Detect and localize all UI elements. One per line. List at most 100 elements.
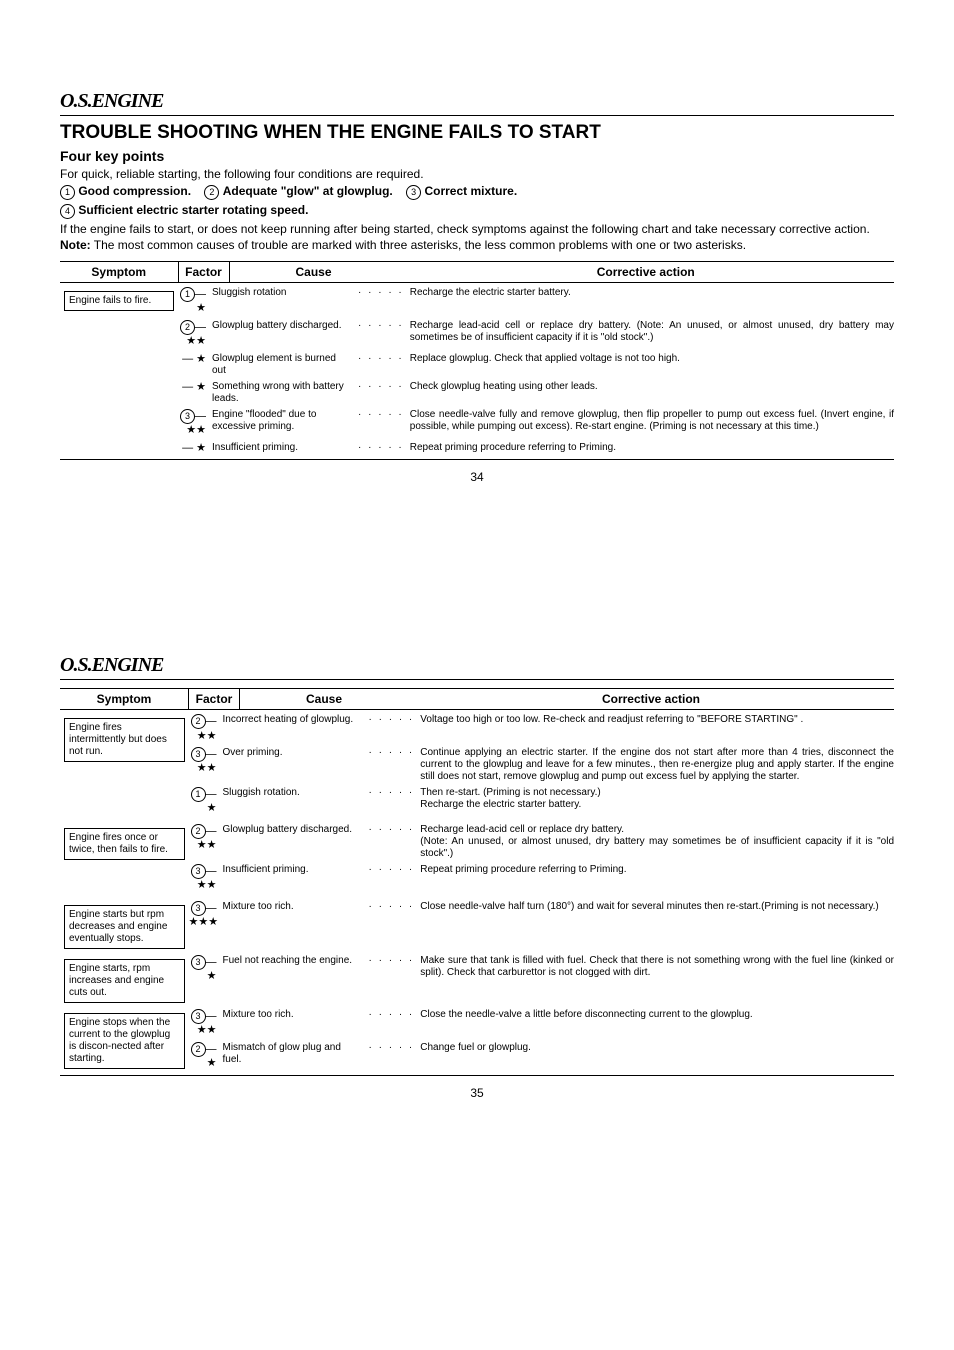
intro-line: For quick, reliable starting, the follow… — [60, 166, 894, 182]
dots: · · · · · — [369, 955, 415, 968]
trouble-row: 2— ★Mismatch of glow plug and fuel. · · ·… — [189, 1042, 895, 1071]
dots: · · · · · — [369, 714, 415, 727]
trouble-row: 2— ★★Incorrect heating of glowplug.· · ·… — [189, 714, 895, 743]
trouble-row: 1— ★ Sluggish rotation · · · · · Recharge t… — [178, 287, 894, 316]
cause-text: Over priming. — [223, 747, 363, 759]
factor-stars: 3— ★★ — [189, 1009, 217, 1038]
dots: · · · · · — [358, 287, 404, 300]
trouble-row: 3— ★★Engine "flooded" due to excessive p… — [178, 409, 894, 438]
dots: · · · · · — [369, 864, 415, 877]
key-points: 1 Good compression. 2 Adequate "glow" at… — [60, 182, 894, 220]
factor-stars: 3— ★★ — [189, 747, 217, 776]
dots: · · · · · — [358, 442, 404, 455]
trouble-row: 2— ★★ Glowplug battery discharged. · · · ·… — [189, 824, 895, 860]
trouble-row: 3— ★★ Over priming. · · · · · Continue appl… — [189, 747, 895, 783]
cause-text: Glowplug element is burned out — [212, 353, 352, 377]
trouble-row: 3— ★★Mixture too rich.· · · · ·Close the… — [189, 1009, 895, 1038]
trouble-table-35: Symptom Factor Cause Corrective action E… — [60, 688, 894, 1076]
factor-stars: — ★ — [178, 381, 206, 395]
cause-text: Insufficient priming. — [223, 864, 363, 876]
factor-stars: 1— ★ — [189, 787, 217, 816]
factor-stars: 2— ★★ — [189, 824, 217, 853]
th-cause: Cause — [240, 689, 409, 710]
dots: · · · · · — [358, 353, 404, 366]
cause-text: Fuel not reaching the engine. — [223, 955, 363, 967]
body-2: Note: The most common causes of trouble … — [60, 237, 894, 253]
action-text: Recharge lead-acid cell or replace dry b… — [420, 824, 894, 860]
logo: O.S.ENGINE — [60, 654, 894, 677]
dots: · · · · · — [358, 320, 404, 333]
cause-text: Mismatch of glow plug and fuel. — [223, 1042, 363, 1066]
action-text: Repeat priming procedure referring to Pr… — [410, 442, 894, 454]
trouble-row: 3— ★ Fuel not reaching the engine. · · · ·… — [189, 955, 895, 984]
th-action: Corrective action — [398, 261, 895, 282]
page-34: O.S.ENGINE TROUBLE SHOOTING WHEN THE ENG… — [0, 0, 954, 524]
page-title: TROUBLE SHOOTING WHEN THE ENGINE FAILS T… — [60, 122, 894, 144]
dots: · · · · · — [369, 747, 415, 760]
cause-text: Mixture too rich. — [223, 901, 363, 913]
dots: · · · · · — [369, 787, 415, 800]
factor-stars: 3— ★ — [189, 955, 217, 984]
action-text: Then re-start. (Priming is not necessary… — [420, 787, 894, 811]
factor-stars: 3— ★★ — [178, 409, 206, 438]
cause-text: Glowplug battery discharged. — [223, 824, 363, 836]
action-text: Change fuel or glowplug. — [420, 1042, 894, 1054]
cause-text: Incorrect heating of glowplug. — [223, 714, 363, 726]
logo: O.S.ENGINE — [60, 90, 894, 113]
dots: · · · · · — [358, 409, 404, 422]
action-text: Continue applying an electric starter. I… — [420, 747, 894, 783]
cause-text: Insufficient priming. — [212, 442, 352, 454]
symptom-box: Engine stops when the current to the glo… — [64, 1013, 185, 1069]
page-35: O.S.ENGINE Symptom Factor Cause Correcti… — [0, 614, 954, 1140]
symptom-box: Engine starts, rpm increases and engine … — [64, 959, 185, 1003]
page-number: 34 — [60, 470, 894, 484]
dots: · · · · · — [358, 381, 404, 394]
trouble-table-34: Symptom Factor Cause Corrective action E… — [60, 261, 894, 460]
action-text: Repeat priming procedure referring to Pr… — [420, 864, 894, 876]
cause-text: Sluggish rotation. — [223, 787, 363, 799]
factor-stars: 1— ★ — [178, 287, 206, 316]
dots: · · · · · — [369, 901, 415, 914]
action-text: Close the needle-valve a little before d… — [420, 1009, 894, 1021]
trouble-row: 3— ★★ Insufficient priming. · · · · · Repea… — [189, 864, 895, 893]
dots: · · · · · — [369, 1042, 415, 1055]
dots: · · · · · — [369, 824, 415, 837]
th-factor: Factor — [178, 261, 229, 282]
factor-stars: — ★ — [178, 442, 206, 456]
factor-stars: 3— ★★ — [189, 864, 217, 893]
trouble-row: — ★ Insufficient priming. · · · · · Repeat … — [178, 442, 894, 456]
th-symptom: Symptom — [60, 261, 178, 282]
th-factor: Factor — [189, 689, 240, 710]
action-text: Replace glowplug. Check that applied vol… — [410, 353, 894, 365]
trouble-row: 1— ★ Sluggish rotation. · · · · · Then re-s… — [189, 787, 895, 816]
cause-text: Engine "flooded" due to excessive primin… — [212, 409, 352, 433]
trouble-row: 2— ★★Glowplug battery discharged.· · · ·… — [178, 320, 894, 349]
th-action: Corrective action — [408, 689, 894, 710]
action-text: Check glowplug heating using other leads… — [410, 381, 894, 393]
action-text: Voltage too high or too low. Re-check an… — [420, 714, 894, 726]
th-cause: Cause — [229, 261, 398, 282]
page-number: 35 — [60, 1086, 894, 1100]
trouble-row: — ★ Glowplug element is burned out · · · ·… — [178, 353, 894, 377]
factor-stars: 3— ★★★ — [189, 901, 217, 930]
trouble-row: 3— ★★★ Mixture too rich. · · · · · Close ne… — [189, 901, 895, 930]
factor-stars: 2— ★ — [189, 1042, 217, 1071]
symptom-box: Engine starts but rpm decreases and engi… — [64, 905, 185, 949]
logo-rule — [60, 679, 894, 680]
symptom-box: Engine fires once or twice, then fails t… — [64, 828, 185, 860]
symptom-box: Engine fires intermittently but does not… — [64, 718, 185, 762]
action-text: Make sure that tank is filled with fuel.… — [420, 955, 894, 979]
cause-text: Sluggish rotation — [212, 287, 352, 299]
logo-rule — [60, 115, 894, 116]
body-1: If the engine fails to start, or does no… — [60, 221, 894, 237]
action-text: Close needle-valve half turn (180°) and … — [420, 901, 894, 913]
action-text: Recharge the electric starter battery. — [410, 287, 894, 299]
symptom-cell: Engine fails to fire. — [60, 282, 178, 459]
subtitle: Four key points — [60, 148, 894, 164]
factor-stars: — ★ — [178, 353, 206, 367]
cause-text: Something wrong with battery leads. — [212, 381, 352, 405]
action-text: Close needle-valve fully and remove glow… — [410, 409, 894, 433]
symptom-box: Engine fails to fire. — [64, 291, 174, 311]
action-text: Recharge lead-acid cell or replace dry b… — [410, 320, 894, 344]
factor-stars: 2— ★★ — [178, 320, 206, 349]
